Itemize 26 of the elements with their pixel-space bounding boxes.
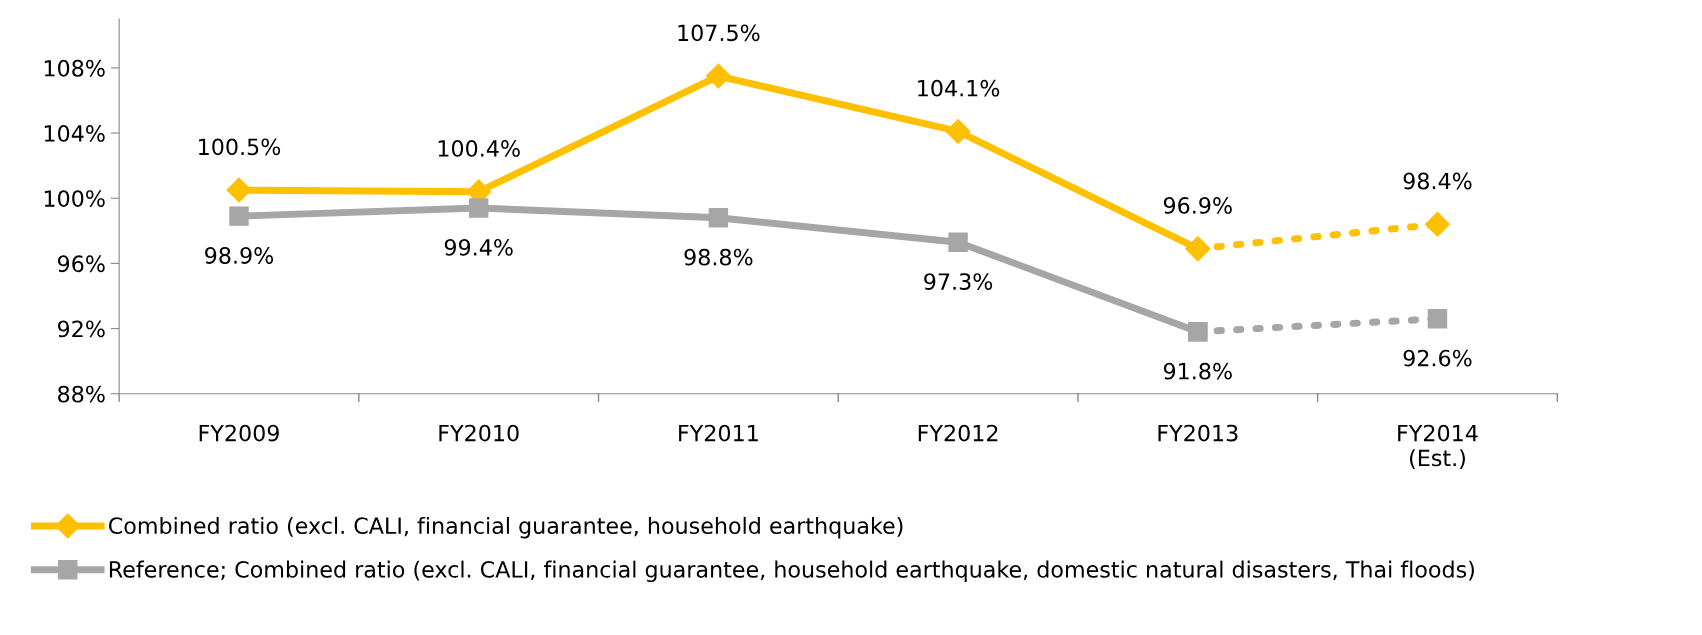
legend-label: Reference; Combined ratio (excl. CALI, financial guarantee, household earthquake, domestic natural disasters, Thai floods) — [109, 560, 1474, 583]
y-tick-label: 88% — [58, 385, 105, 403]
y-tick-label: 104% — [44, 125, 105, 142]
data-label: 98.4% — [1403, 172, 1472, 190]
data-label: 92.6% — [1403, 349, 1472, 367]
data-label: 104.1% — [918, 79, 1000, 97]
data-label: 97.3% — [924, 273, 993, 290]
y-tick-label: 100% — [44, 190, 105, 207]
x-tick-label: FY2014 (Est.) — [1398, 424, 1478, 469]
y-tick-label: 108% — [44, 59, 105, 77]
data-label: 98.9% — [205, 247, 274, 264]
legend-label: Combined ratio (excl. CALI, financial guarantee, household earthquake) — [109, 516, 903, 539]
data-label: 100.5% — [199, 138, 281, 156]
data-label: 96.9% — [1163, 197, 1232, 214]
x-tick-label: FY2012 — [918, 424, 998, 442]
x-tick-label: FY2010 — [439, 424, 519, 442]
data-label: 91.8% — [1163, 362, 1232, 380]
x-tick-label: FY2011 — [679, 424, 758, 442]
data-label: 98.8% — [684, 248, 753, 266]
data-label: 100.4% — [438, 140, 520, 157]
x-tick-label: FY2009 — [199, 424, 279, 442]
y-tick-label: 96% — [57, 255, 105, 273]
data-label: 107.5% — [678, 24, 760, 42]
y-tick-label: 92% — [57, 320, 105, 338]
data-label: 99.4% — [444, 238, 513, 256]
x-tick-label: FY2013 — [1158, 424, 1238, 442]
